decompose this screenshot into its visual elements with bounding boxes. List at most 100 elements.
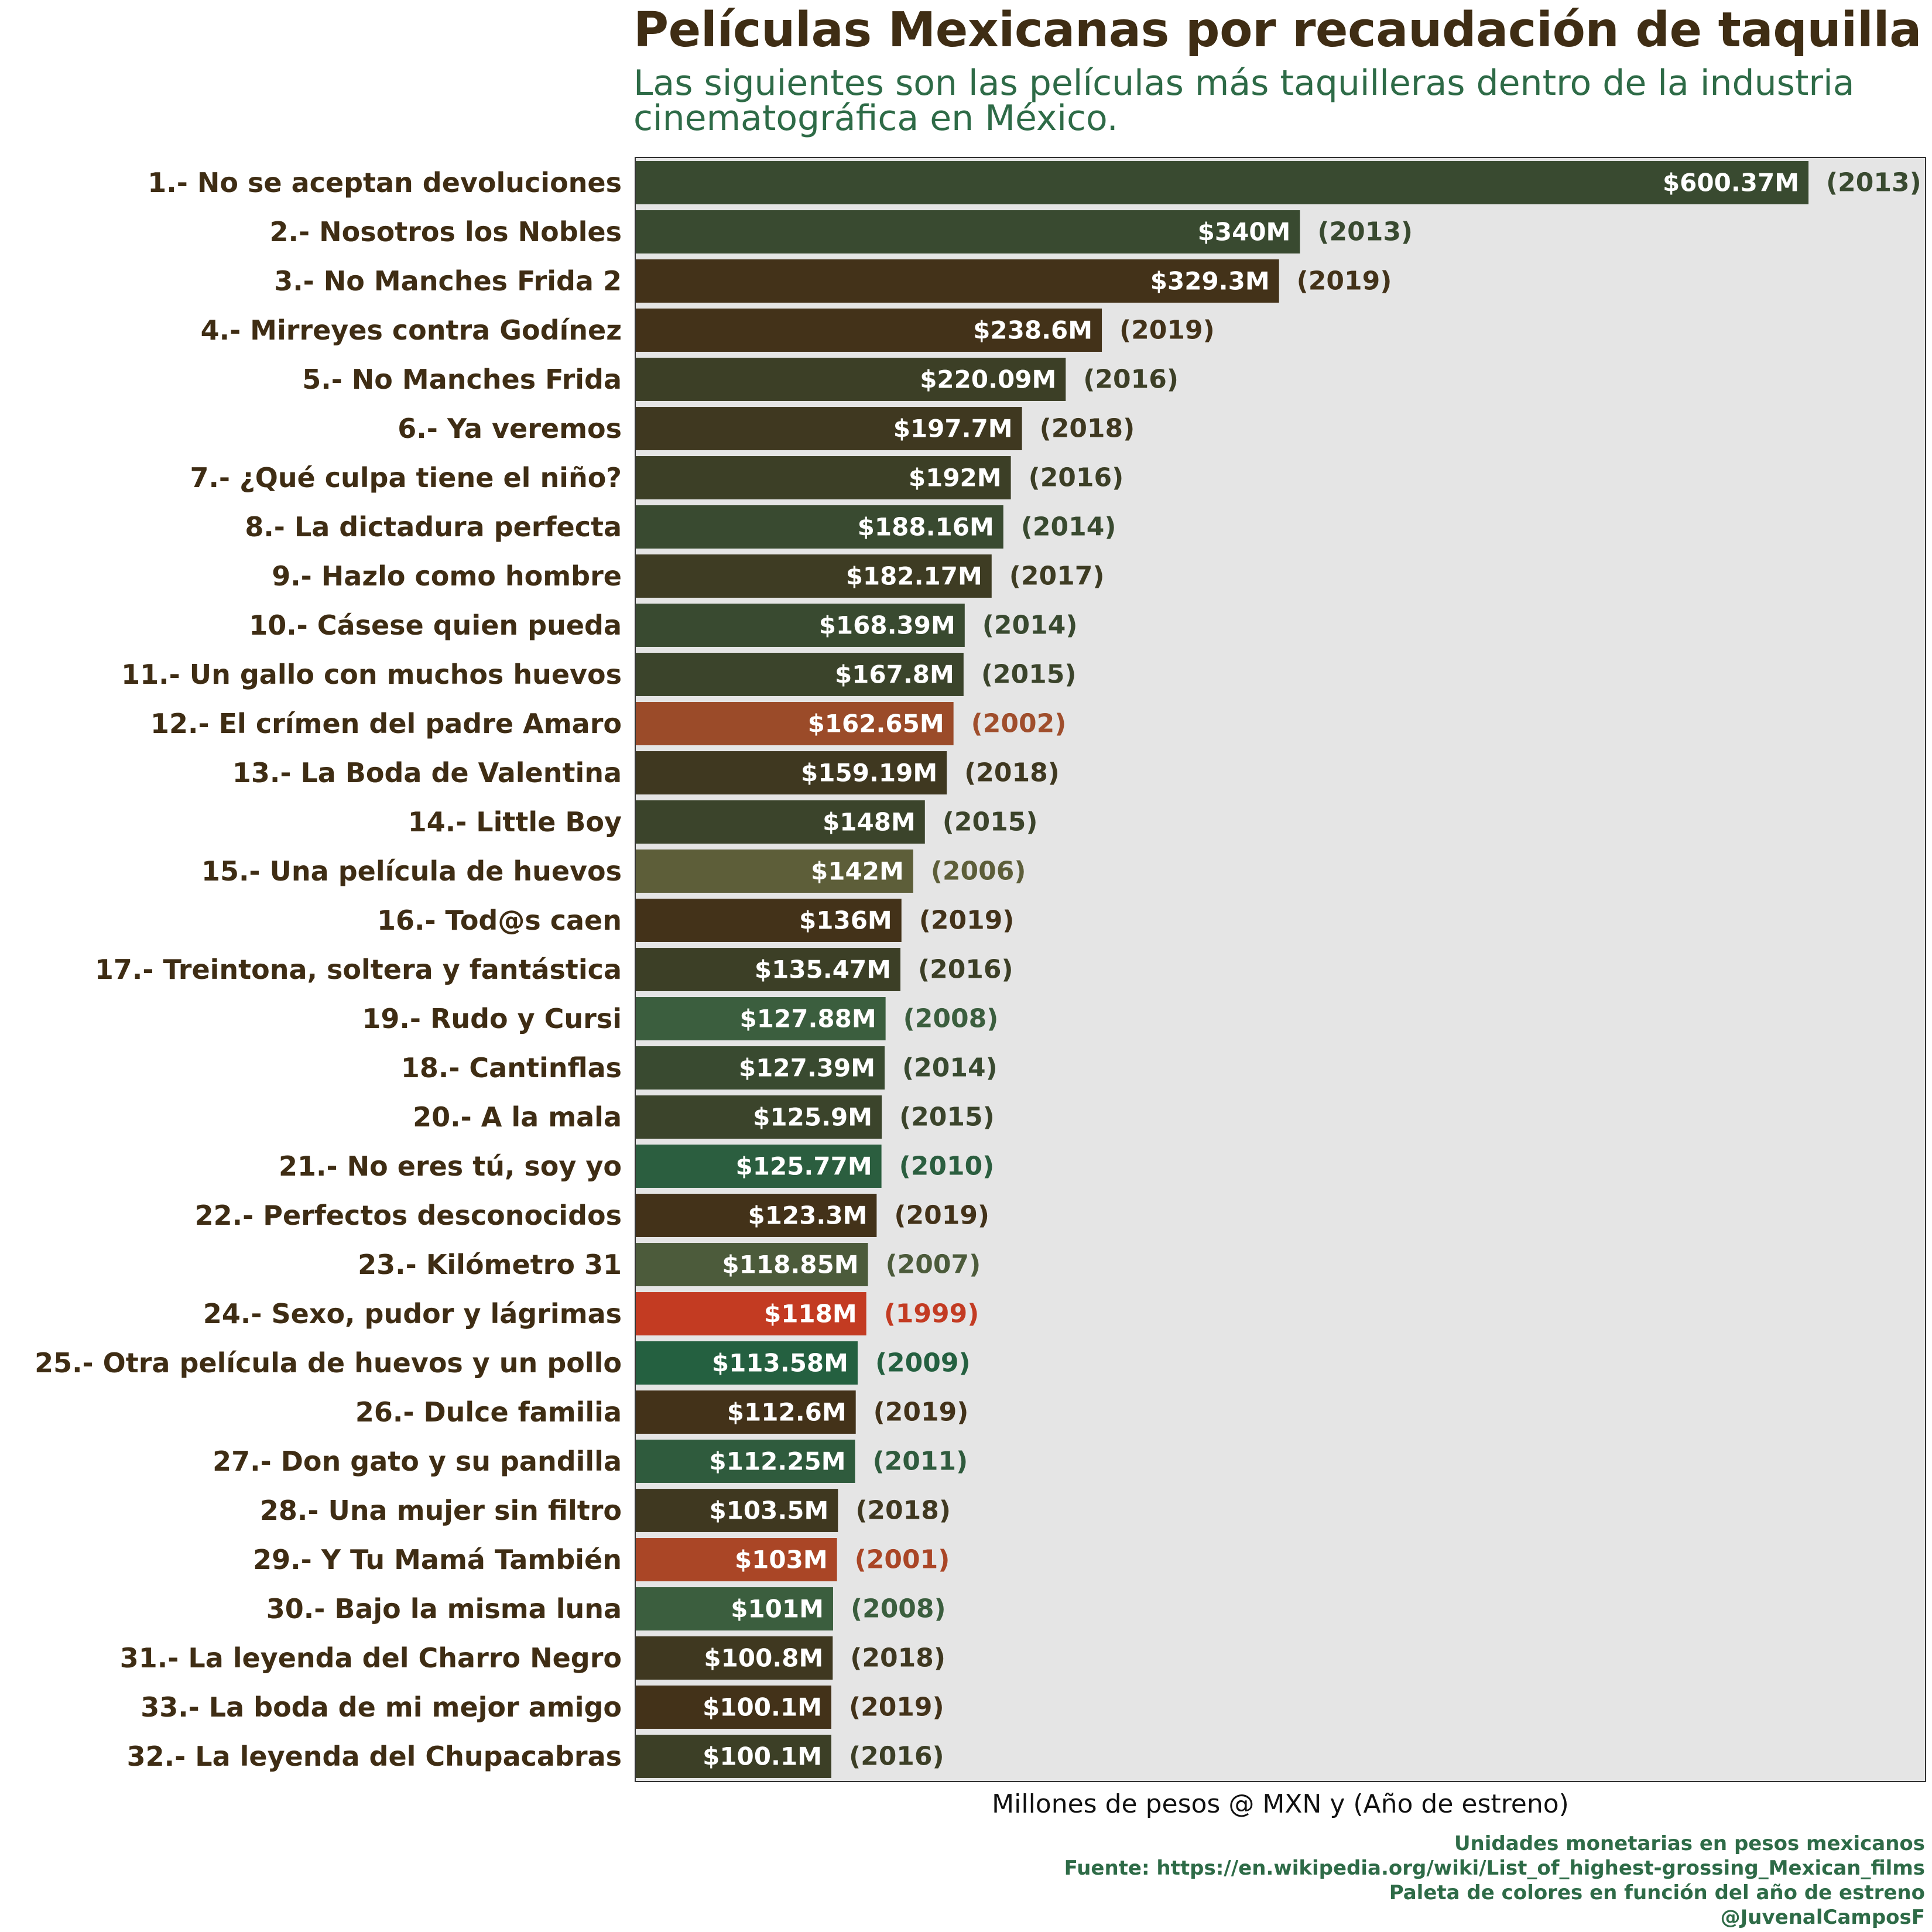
release-year-label: (2014): [982, 611, 1078, 640]
bar-value-label: $188.16M: [858, 513, 994, 542]
category-tick-label: 18.- Cantinflas: [401, 1052, 622, 1084]
bar: [636, 1243, 868, 1286]
category-tick-label: 4.- Mirreyes contra Godínez: [201, 314, 622, 346]
bar-value-label: $125.9M: [753, 1103, 872, 1132]
bar-value-label: $127.88M: [740, 1005, 876, 1033]
bar-value-label: $103M: [735, 1546, 828, 1574]
release-year-label: (2014): [902, 1053, 998, 1083]
bar-value-label: $125.77M: [736, 1152, 872, 1181]
bar: [636, 1341, 858, 1385]
release-year-label: (2016): [1083, 365, 1179, 395]
category-tick-label: 27.- Don gato y su pandilla: [213, 1445, 622, 1477]
category-tick-label: 16.- Tod@s caen: [377, 905, 622, 936]
release-year-label: (2019): [894, 1201, 989, 1231]
bar: [636, 1538, 837, 1581]
release-year-label: (1999): [884, 1299, 979, 1329]
bar-value-label: $192M: [909, 464, 1002, 492]
category-tick-label: 31.- La leyenda del Charro Negro: [120, 1642, 622, 1674]
release-year-label: (2015): [981, 660, 1077, 690]
category-tick-label: 21.- No eres tú, soy yo: [279, 1150, 622, 1182]
bar-value-label: $162.65M: [808, 710, 944, 738]
bar-value-label: $167.8M: [835, 660, 954, 689]
bar: [636, 1390, 856, 1434]
category-tick-label: 2.- Nosotros los Nobles: [270, 216, 622, 248]
bar: [636, 1636, 833, 1680]
release-year-label: (2006): [931, 857, 1026, 886]
release-year-label: (2019): [849, 1693, 944, 1722]
release-year-label: (2015): [899, 1102, 995, 1132]
x-axis-title: Millones de pesos @ MXN y (Año de estren…: [992, 1789, 1569, 1819]
release-year-label: (2013): [1317, 217, 1413, 247]
bar: [636, 456, 1011, 499]
category-tick-label: 3.- No Manches Frida 2: [274, 265, 622, 297]
bar: [636, 702, 954, 745]
bar: [636, 358, 1066, 401]
release-year-label: (2019): [919, 906, 1015, 936]
bar-value-label: $136M: [799, 906, 892, 935]
release-year-label: (2016): [918, 955, 1013, 985]
category-tick-label: 19.- Rudo y Cursi: [362, 1003, 622, 1034]
bar-value-label: $220.09M: [920, 365, 1056, 394]
chart-title: Películas Mexicanas por recaudación de t…: [633, 2, 1921, 58]
release-year-label: (2010): [899, 1152, 995, 1181]
release-year-label: (2016): [1029, 463, 1124, 493]
category-tick-label: 25.- Otra película de huevos y un pollo: [35, 1347, 622, 1379]
caption-currency-note: Unidades monetarias en pesos mexicanos: [1454, 1832, 1925, 1855]
bar: [636, 161, 1809, 204]
bar: [636, 997, 886, 1040]
category-tick-label: 12.- El crímen del padre Amaro: [150, 708, 622, 739]
bar-value-label: $118M: [764, 1300, 857, 1328]
bar-value-label: $112.25M: [709, 1447, 845, 1476]
bar: [636, 1489, 838, 1532]
bar: [636, 505, 1003, 549]
release-year-label: (2011): [873, 1447, 968, 1477]
bar: [636, 1292, 866, 1335]
bar: [636, 899, 902, 942]
bar: [636, 309, 1102, 352]
caption-palette-note: Paleta de colores en función del año de …: [1389, 1881, 1925, 1904]
bar-value-label: $113.58M: [712, 1349, 848, 1378]
bar-value-label: $340M: [1198, 218, 1291, 246]
category-tick-label: 17.- Treintona, soltera y fantástica: [95, 954, 622, 985]
category-tick-label: 33.- La boda de mi mejor amigo: [141, 1691, 622, 1723]
bar-value-label: $112.6M: [727, 1398, 847, 1427]
release-year-label: (2017): [1009, 561, 1105, 591]
release-year-label: (2019): [1297, 266, 1392, 296]
bar: [636, 948, 900, 991]
bar-value-label: $168.39M: [819, 611, 955, 640]
release-year-label: (2019): [1119, 316, 1215, 345]
bar-value-label: $100.1M: [703, 1742, 822, 1771]
category-labels-layer: 1.- No se aceptan devoluciones 2.- Nosotr…: [35, 167, 622, 1772]
chart-caption: Unidades monetarias en pesos mexicanos F…: [1064, 1831, 1925, 1930]
category-tick-label: 32.- La leyenda del Chupacabras: [127, 1741, 622, 1772]
category-tick-label: 10.- Cásese quien pueda: [249, 609, 622, 641]
release-year-label: (2015): [943, 807, 1038, 837]
release-year-label: (2019): [873, 1397, 969, 1427]
release-year-label: (2007): [886, 1250, 981, 1280]
bar: [636, 1145, 882, 1188]
bar-value-label: $127.39M: [739, 1054, 875, 1083]
category-tick-label: 15.- Una película de huevos: [201, 855, 622, 887]
category-tick-label: 20.- A la mala: [413, 1101, 622, 1133]
release-year-label: (2009): [875, 1348, 971, 1378]
release-year-label: (2018): [855, 1496, 951, 1526]
category-tick-label: 13.- La Boda de Valentina: [232, 757, 622, 789]
bar: [636, 1194, 877, 1237]
caption-author: @JuvenalCamposF: [1720, 1906, 1925, 1929]
category-tick-label: 1.- No se aceptan devoluciones: [148, 167, 622, 198]
bar-value-label: $600.37M: [1663, 169, 1799, 197]
category-tick-label: 6.- Ya veremos: [398, 413, 622, 444]
category-tick-label: 11.- Un gallo con muchos huevos: [121, 659, 622, 690]
category-tick-label: 9.- Hazlo como hombre: [272, 560, 622, 592]
bar: [636, 210, 1300, 254]
release-year-label: (2008): [903, 1004, 999, 1034]
bar-value-label: $197.7M: [893, 415, 1013, 443]
bar: [636, 407, 1022, 450]
bar: [636, 1686, 831, 1729]
category-tick-label: 23.- Kilómetro 31: [358, 1249, 622, 1280]
bar-value-label: $329.3M: [1150, 267, 1270, 296]
bar: [636, 800, 925, 844]
category-tick-label: 7.- ¿Qué culpa tiene el niño?: [190, 462, 622, 494]
release-year-label: (2008): [851, 1594, 946, 1624]
